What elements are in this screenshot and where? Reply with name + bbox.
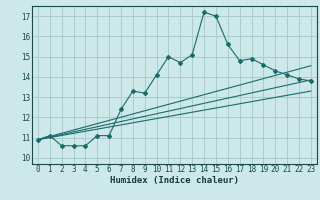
X-axis label: Humidex (Indice chaleur): Humidex (Indice chaleur) (110, 176, 239, 185)
